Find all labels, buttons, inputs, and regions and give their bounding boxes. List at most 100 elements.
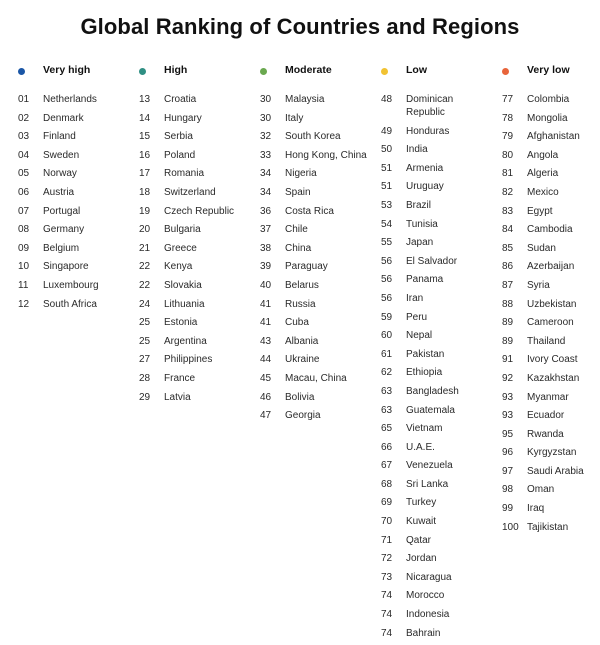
country-name: Afghanistan	[527, 131, 580, 143]
country-name: Netherlands	[43, 94, 97, 105]
country-name: Armenia	[406, 162, 444, 174]
country-name: Serbia	[164, 131, 193, 143]
ranking-row: 25 Estonia	[139, 316, 251, 329]
column-rows: 13 Croatia 14 Hungary 15 Serbia 16 Poland 17 Roma…	[139, 93, 251, 404]
rank-number: 11	[18, 279, 29, 291]
country-name: Angola	[527, 149, 559, 161]
rank-number: 36	[260, 205, 272, 217]
rank-number: 74	[381, 590, 393, 602]
rank-number: 69	[381, 497, 393, 509]
ranking-row: 56 El Salvador	[381, 255, 461, 268]
rank-number: 46	[260, 391, 272, 403]
rank-number: 78	[502, 112, 514, 124]
rank-number: 51	[381, 162, 393, 174]
ranking-row: 43 Albania	[260, 335, 372, 348]
rank-number: 96	[502, 447, 514, 459]
ranking-row: 63 Guatemala	[381, 404, 461, 417]
country-name: Iraq	[527, 503, 545, 515]
ranking-row: 22 Kenya	[139, 260, 251, 273]
ranking-row: 56 Panama	[381, 273, 461, 286]
rank-number: 97	[502, 465, 514, 477]
ranking-row: 05 Norway	[18, 167, 130, 180]
ranking-row: 99 Iraq	[502, 502, 598, 515]
rank-number: 21	[139, 242, 151, 254]
country-name: France	[164, 372, 196, 384]
rank-number: 95	[502, 428, 514, 440]
country-name: Bulgaria	[164, 224, 201, 236]
rank-number: 70	[381, 516, 393, 528]
country-name: Azerbaijan	[527, 261, 575, 273]
rank-number: 72	[381, 553, 393, 565]
ranking-row: 91 Ivory Coast	[502, 353, 598, 366]
country-name: Tajikistan	[527, 521, 569, 533]
column-title: Low	[406, 64, 427, 76]
ranking-row: 59 Peru	[381, 311, 461, 324]
ranking-row: 45 Macau, China	[260, 372, 372, 385]
country-name: Nigeria	[285, 168, 317, 180]
country-name: Japan	[406, 237, 434, 249]
country-name: Greece	[164, 242, 197, 254]
rank-number: 86	[502, 261, 514, 273]
country-name: Bangladesh	[406, 385, 459, 397]
rank-number: 79	[502, 131, 514, 143]
ranking-row: 27 Philippines	[139, 353, 251, 366]
rank-number: 13	[139, 94, 151, 105]
rank-number: 81	[502, 168, 514, 180]
column-title: Very low	[527, 64, 570, 76]
country-name: Kyrgyzstan	[527, 447, 577, 459]
ranking-row: 71 Qatar	[381, 534, 461, 547]
ranking-row: 28 France	[139, 372, 251, 385]
column-header: Low	[381, 64, 461, 82]
country-name: Singapore	[43, 261, 89, 273]
column-very-low: Very low 77 Colombia 78 Mongolia 79 Afghanist…	[502, 64, 598, 539]
ranking-row: 65 Vietnam	[381, 422, 461, 435]
country-name: Croatia	[164, 94, 197, 105]
rank-number: 55	[381, 237, 393, 249]
rank-number: 54	[381, 218, 393, 230]
column-low: Low 48 Dominican Republic 49 Honduras 50 Indi…	[381, 64, 461, 645]
ranking-row: 19 Czech Republic	[139, 205, 251, 218]
rank-number: 56	[381, 292, 393, 304]
country-name: Pakistan	[406, 348, 445, 360]
rank-number: 29	[139, 391, 151, 403]
column-high: High 13 Croatia 14 Hungary 15 Serbia 16 Poland 1…	[139, 64, 251, 409]
rank-number: 65	[381, 423, 393, 435]
rank-number: 14	[139, 112, 151, 124]
country-name: Ethiopia	[406, 367, 443, 379]
rank-number: 66	[381, 441, 393, 453]
rank-number: 89	[502, 317, 514, 329]
page-title: Global Ranking of Countries and Regions	[80, 14, 520, 39]
ranking-row: 87 Syria	[502, 279, 598, 292]
country-name: Malaysia	[285, 94, 325, 105]
column-header: Very low	[502, 64, 598, 82]
country-name: Italy	[285, 112, 304, 124]
ranking-row: 82 Mexico	[502, 186, 598, 199]
country-name: Austria	[43, 186, 75, 198]
rank-number: 34	[260, 168, 272, 180]
rank-number: 67	[381, 460, 393, 472]
rank-number: 63	[381, 404, 393, 416]
rank-number: 77	[502, 94, 514, 105]
ranking-row: 14 Hungary	[139, 112, 251, 125]
country-name: Hungary	[164, 112, 202, 124]
rank-number: 53	[381, 199, 393, 211]
rank-number: 20	[139, 224, 151, 236]
rank-number: 74	[381, 609, 393, 621]
ranking-row: 38 China	[260, 242, 372, 255]
country-name: Turkey	[406, 497, 437, 509]
ranking-row: 29 Latvia	[139, 391, 251, 404]
rank-number: 41	[260, 317, 272, 329]
country-name: Cambodia	[527, 224, 573, 236]
country-name: Mexico	[527, 186, 559, 198]
rank-number: 59	[381, 311, 393, 323]
ranking-row: 74 Indonesia	[381, 608, 461, 621]
country-name: Estonia	[164, 317, 198, 329]
rank-number: 61	[381, 348, 393, 360]
rank-number: 04	[18, 149, 30, 161]
rank-number: 22	[139, 261, 151, 273]
country-name: Jordan	[406, 553, 437, 565]
rank-number: 02	[18, 112, 30, 124]
country-name: South Africa	[43, 298, 97, 310]
ranking-row: 25 Argentina	[139, 335, 251, 348]
ranking-row: 68 Sri Lanka	[381, 478, 461, 491]
